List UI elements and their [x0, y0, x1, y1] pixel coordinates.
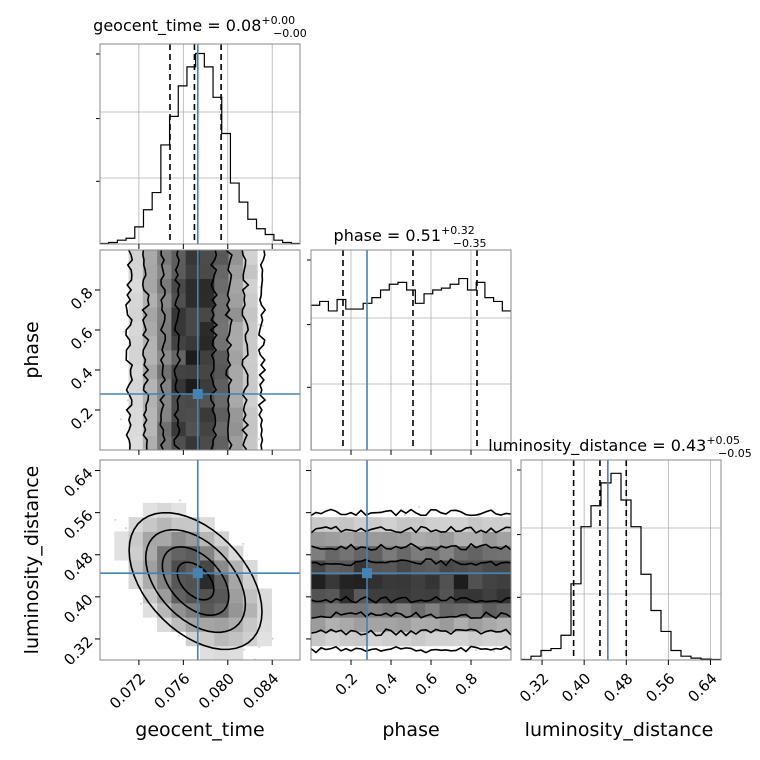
- y-tick-label: 0.4: [67, 364, 97, 394]
- panel-frame: [520, 459, 722, 661]
- contour-line: [128, 511, 263, 651]
- y-tick-label: 0.48: [60, 549, 96, 585]
- y-axis-label: luminosity_distance: [21, 466, 43, 655]
- panel-title-luminosity_distance: luminosity_distance = 0.43+0.05 −0.05: [488, 434, 752, 460]
- histogram-geocent_time: [100, 52, 300, 244]
- x-axis-label: luminosity_distance: [525, 719, 714, 741]
- contours: [125, 250, 267, 450]
- panel-frame: [99, 43, 301, 245]
- x-tick-label: 0.56: [642, 670, 678, 706]
- y-tick-label: 0.32: [60, 633, 96, 669]
- panel-phase-vs-geocent_time: [95, 249, 301, 455]
- x-axis-label: phase: [382, 719, 439, 741]
- y-tick-label: 0.40: [60, 591, 96, 627]
- panel-frame: [99, 459, 301, 661]
- truth-marker: [362, 568, 372, 579]
- x-tick-label: 0.64: [684, 670, 720, 706]
- x-tick-label: 0.32: [516, 670, 552, 706]
- panel-luminosity_distance-vs-luminosity_distance: [517, 459, 722, 665]
- x-tick-label: 0.4: [372, 670, 402, 700]
- panel-frame: [310, 459, 512, 661]
- contour-line: [311, 542, 511, 620]
- y-tick-label: 0.56: [60, 506, 96, 542]
- x-tick-label: 0.2: [332, 670, 362, 700]
- x-tick-label: 0.084: [239, 670, 282, 713]
- density-bins: [128, 250, 258, 450]
- contour-line: [144, 529, 247, 634]
- panel-geocent_time-vs-geocent_time: [96, 43, 301, 249]
- title-text: phase = 0.51+0.32 −0.35: [334, 224, 487, 250]
- contour-line: [161, 546, 230, 617]
- x-tick-label: 0.076: [150, 670, 193, 713]
- panel-title-geocent_time: geocent_time = 0.08+0.00 −0.00: [93, 14, 307, 40]
- x-tick-label: 0.8: [452, 670, 482, 700]
- x-tick-label: 0.080: [195, 670, 238, 713]
- truth-marker: [192, 568, 203, 579]
- y-axis-label: phase: [21, 321, 43, 378]
- contour-line: [311, 525, 511, 637]
- y-tick-label: 0.64: [60, 464, 96, 500]
- panel-phase-vs-phase: [307, 249, 512, 455]
- y-tick-label: 0.2: [67, 404, 97, 434]
- title-text: luminosity_distance = 0.43+0.05 −0.05: [488, 434, 752, 460]
- x-tick-label: 0.40: [558, 670, 594, 706]
- contour-line: [311, 558, 511, 604]
- panel-luminosity_distance-vs-phase: [306, 459, 512, 665]
- panel-frame: [310, 249, 512, 451]
- panel-frame: [99, 249, 301, 451]
- contour-line: [159, 250, 233, 450]
- x-tick-label: 0.48: [600, 670, 636, 706]
- x-axis-label: geocent_time: [135, 719, 264, 741]
- histogram-phase: [311, 277, 511, 450]
- y-tick-label: 0.6: [67, 324, 97, 354]
- contours: [311, 508, 511, 654]
- x-tick-label: 0.072: [106, 670, 149, 713]
- x-tick-label: 0.6: [412, 670, 442, 700]
- title-text: geocent_time = 0.08+0.00 −0.00: [93, 14, 307, 40]
- histogram-luminosity_distance: [521, 472, 721, 660]
- truth-marker: [192, 389, 203, 399]
- density-bins: [114, 502, 272, 660]
- contour-line: [125, 250, 267, 450]
- contour-line: [173, 250, 219, 450]
- panel-luminosity_distance-vs-geocent_time: [95, 459, 301, 665]
- panel-title-phase: phase = 0.51+0.32 −0.35: [334, 224, 487, 250]
- contour-line: [141, 250, 250, 450]
- contour-line: [311, 508, 511, 654]
- y-tick-label: 0.8: [67, 284, 97, 314]
- density-bins: [311, 517, 511, 647]
